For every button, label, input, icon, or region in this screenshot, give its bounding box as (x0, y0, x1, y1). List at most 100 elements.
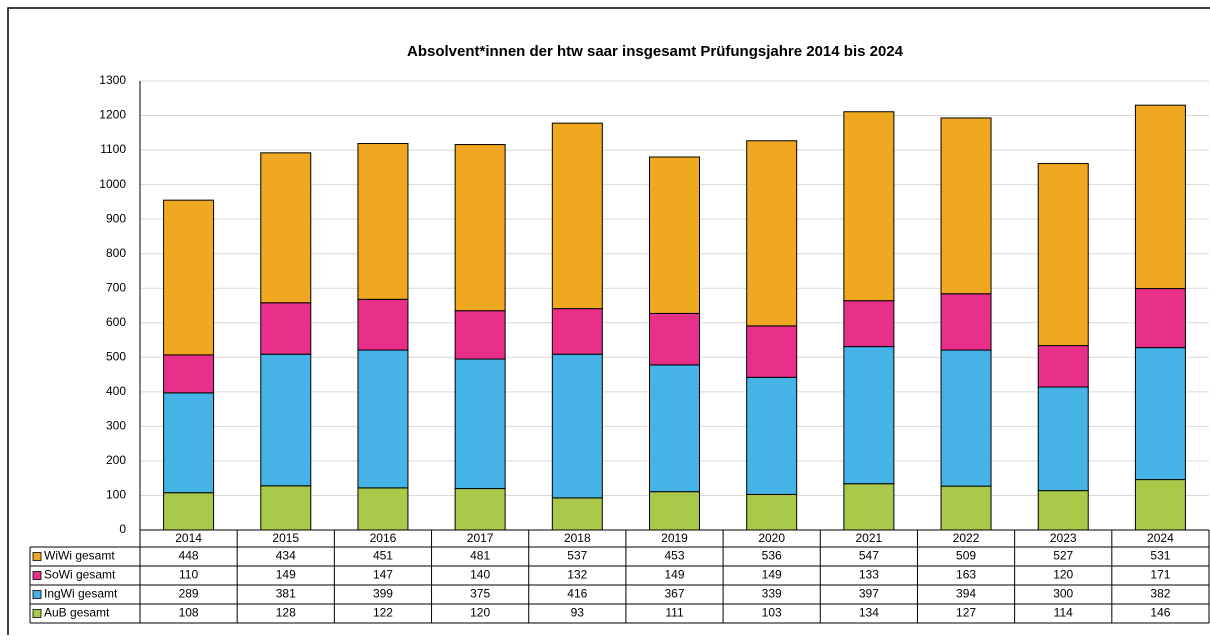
table-value: 110 (179, 568, 198, 582)
table-value: 382 (1150, 587, 1170, 601)
table-value: 397 (859, 587, 879, 601)
frame (7, 7, 1210, 640)
chart-title: Absolvent*innen der htw saar insgesamt P… (407, 43, 904, 60)
table-value: 509 (956, 549, 976, 563)
y-tick-label: 200 (106, 453, 126, 467)
table-value: 120 (470, 606, 490, 620)
bar-segment (260, 302, 312, 355)
table-value: 394 (956, 587, 976, 601)
table-value: 114 (1054, 606, 1073, 620)
x-tick-label: 2015 (272, 531, 299, 545)
bar-segment (163, 199, 215, 356)
bar-segment (1037, 490, 1089, 531)
y-tick-label: 500 (106, 349, 126, 363)
y-tick-label: 300 (106, 419, 126, 433)
table-value: 132 (567, 568, 587, 582)
y-tick-label: 100 (106, 488, 126, 502)
bar-segment (1037, 386, 1089, 492)
bar-segment (940, 293, 992, 351)
table-value: 381 (276, 587, 296, 601)
y-tick-label: 600 (106, 315, 126, 329)
bar-segment (746, 493, 798, 531)
x-tick-label: 2020 (758, 531, 785, 545)
y-tick-label: 1200 (99, 108, 126, 122)
table-value: 448 (179, 549, 199, 563)
table-value: 128 (276, 606, 296, 620)
bar-segment (260, 485, 312, 531)
table-value: 399 (373, 587, 393, 601)
table-value: 134 (859, 606, 879, 620)
legend-key (32, 609, 42, 618)
table-value: 289 (179, 587, 199, 601)
bar-segment (551, 353, 603, 499)
bar-segment (940, 485, 992, 531)
bar-segment (260, 353, 312, 487)
table-value: 531 (1150, 549, 1170, 563)
y-tick-label: 1000 (99, 177, 126, 191)
table-value: 93 (571, 606, 585, 620)
y-tick-label: 400 (106, 384, 126, 398)
legend-label: IngWi gesamt (44, 587, 118, 601)
y-tick-label: 800 (106, 246, 126, 260)
x-tick-label: 2021 (856, 531, 883, 545)
table-value: 527 (1053, 549, 1073, 563)
bar-segment (1134, 288, 1186, 349)
bar-segment (649, 312, 700, 366)
x-tick-label: 2024 (1147, 531, 1174, 545)
bar-segment (940, 117, 992, 295)
bar-segment (454, 144, 506, 312)
table-value: 133 (859, 568, 879, 582)
x-tick-label: 2017 (467, 531, 494, 545)
x-tick-label: 2022 (953, 531, 980, 545)
table-value: 127 (956, 606, 976, 620)
table-value: 149 (664, 568, 684, 582)
legend-key (32, 552, 42, 561)
x-tick-label: 2018 (564, 531, 591, 545)
bar-segment (649, 491, 700, 531)
table-value: 434 (276, 549, 296, 563)
x-tick-label: 2016 (370, 531, 397, 545)
table-value: 547 (859, 549, 879, 563)
table-value: 147 (373, 568, 393, 582)
bar-segment (551, 308, 603, 355)
table-value: 537 (567, 549, 587, 563)
y-tick-label: 1300 (99, 73, 126, 87)
bar-segment (1134, 104, 1186, 290)
bar-segment (357, 298, 409, 351)
table-value: 108 (179, 606, 199, 620)
bar-segment (260, 152, 312, 304)
bar-segment (454, 488, 506, 531)
bar-segment (1134, 347, 1186, 481)
bar-segment (649, 156, 700, 314)
table-value: 103 (762, 606, 782, 620)
bar-segment (843, 346, 895, 485)
y-tick-label: 1100 (100, 142, 126, 156)
table-value: 481 (470, 549, 490, 563)
table-value: 339 (762, 587, 782, 601)
bar-segment (649, 364, 700, 493)
bar-segment (843, 483, 895, 531)
table-value: 140 (470, 568, 490, 582)
table-value: 367 (664, 587, 684, 601)
legend-key (32, 590, 42, 599)
table-value: 300 (1053, 587, 1073, 601)
legend-label: SoWi gesamt (44, 568, 116, 582)
bar-segment (357, 143, 409, 300)
bar-segment (1037, 163, 1089, 347)
bar-segment (746, 140, 798, 327)
table-value: 453 (664, 549, 684, 563)
table-value: 122 (373, 606, 393, 620)
legend-label: WiWi gesamt (44, 549, 115, 563)
bar-segment (1134, 479, 1186, 531)
bar-segment (746, 325, 798, 378)
table-value: 416 (567, 587, 587, 601)
bar-segment (454, 310, 506, 360)
y-tick-label: 700 (106, 280, 126, 294)
bar-segment (551, 497, 603, 531)
bar-segment (551, 122, 603, 310)
legend-key (32, 571, 42, 580)
table-value: 120 (1053, 568, 1073, 582)
bar-segment (1037, 345, 1089, 388)
table-value: 536 (762, 549, 782, 563)
bar-segment (163, 354, 215, 394)
